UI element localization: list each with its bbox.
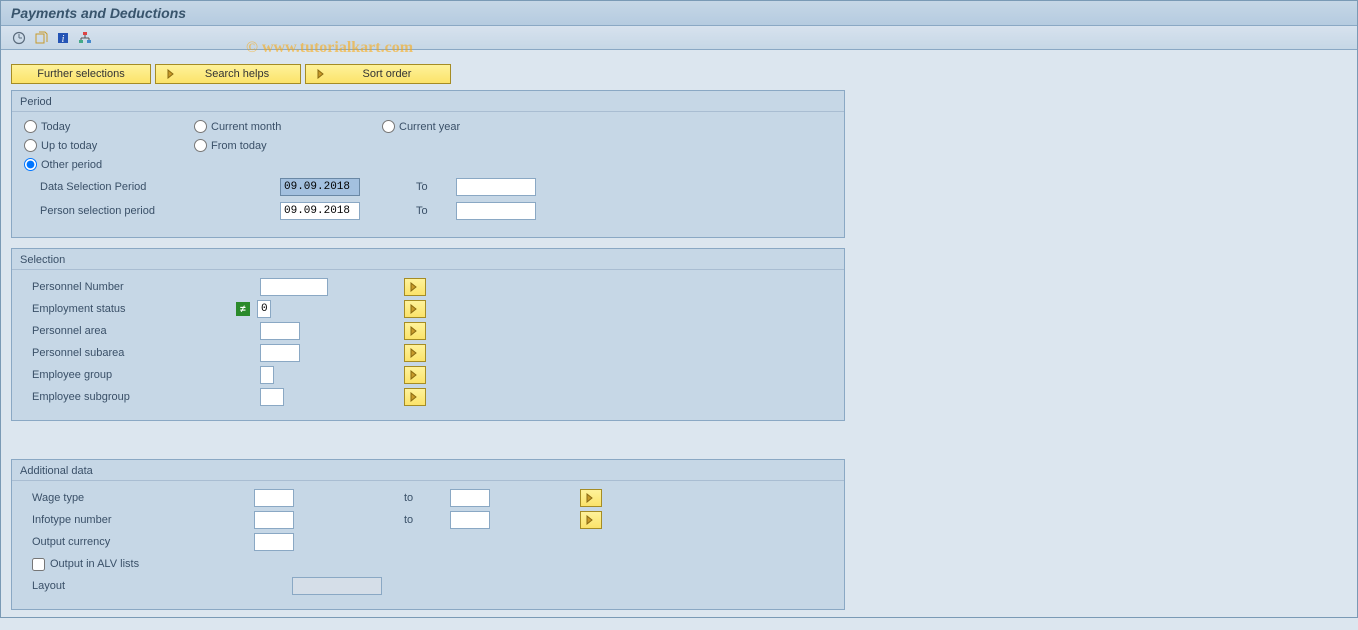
personnel-number-input[interactable] [260,278,328,296]
title-bar: Payments and Deductions [1,1,1357,26]
to-label: to [404,514,450,526]
app-toolbar: i [1,26,1357,50]
personnel-area-input[interactable] [260,322,300,340]
search-helps-button[interactable]: Search helps [155,64,301,84]
wage-type-to-input[interactable] [450,489,490,507]
employee-subgroup-label: Employee subgroup [24,391,236,403]
org-structure-icon[interactable] [77,30,93,46]
data-selection-period-label: Data Selection Period [24,181,244,193]
employee-group-multi-button[interactable] [404,366,426,384]
radio-current-year[interactable]: Current year [382,120,532,133]
personnel-area-multi-button[interactable] [404,322,426,340]
data-selection-to-input[interactable] [456,178,536,196]
data-selection-from-input[interactable] [280,178,360,196]
info-icon[interactable]: i [55,30,71,46]
selection-buttons: Further selections Search helps Sort ord… [11,64,1347,84]
radio-current-month[interactable]: Current month [194,120,382,133]
infotype-multi-button[interactable] [580,511,602,529]
person-selection-from-input[interactable] [280,202,360,220]
selection-group: Selection Personnel Number Employment st… [11,248,845,421]
selection-legend: Selection [12,251,844,270]
employment-status-input[interactable] [257,300,271,318]
further-selections-label: Further selections [37,68,124,80]
period-legend: Period [12,93,844,112]
wage-type-multi-button[interactable] [580,489,602,507]
additional-data-group: Additional data Wage type to Infotype nu… [11,459,845,610]
to-label: To [416,205,456,217]
radio-from-today[interactable]: From today [194,139,382,152]
infotype-from-input[interactable] [254,511,294,529]
employee-group-label: Employee group [24,369,236,381]
radio-today[interactable]: Today [24,120,194,133]
layout-input [292,577,382,595]
employee-subgroup-multi-button[interactable] [404,388,426,406]
wage-type-label: Wage type [24,492,254,504]
page-title: Payments and Deductions [11,5,1347,21]
period-group: Period Today Current month Current year … [11,90,845,238]
to-label: To [416,181,456,193]
arrow-right-icon [166,68,178,80]
sort-order-button[interactable]: Sort order [305,64,451,84]
search-helps-label: Search helps [184,68,290,80]
infotype-to-input[interactable] [450,511,490,529]
output-currency-input[interactable] [254,533,294,551]
personnel-subarea-multi-button[interactable] [404,344,426,362]
content-area: Further selections Search helps Sort ord… [1,50,1357,630]
to-label: to [404,492,450,504]
employee-group-input[interactable] [260,366,274,384]
employee-subgroup-input[interactable] [260,388,284,406]
personnel-number-multi-button[interactable] [404,278,426,296]
further-selections-button[interactable]: Further selections [11,64,151,84]
person-selection-period-label: Person selection period [24,205,244,217]
not-equal-icon[interactable]: ≠ [236,302,250,316]
personnel-number-label: Personnel Number [24,281,236,293]
layout-label: Layout [24,580,254,592]
radio-up-to-today[interactable]: Up to today [24,139,194,152]
personnel-subarea-input[interactable] [260,344,300,362]
personnel-area-label: Personnel area [24,325,236,337]
get-variant-icon[interactable] [33,30,49,46]
employment-status-label: Employment status [24,303,236,315]
svg-text:i: i [62,34,65,45]
personnel-subarea-label: Personnel subarea [24,347,236,359]
person-selection-to-input[interactable] [456,202,536,220]
sort-order-label: Sort order [334,68,440,80]
output-alv-checkbox[interactable]: Output in ALV lists [24,558,139,571]
radio-other-period[interactable]: Other period [24,158,194,171]
employment-status-multi-button[interactable] [404,300,426,318]
additional-legend: Additional data [12,462,844,481]
output-alv-label: Output in ALV lists [50,558,139,570]
arrow-right-icon [316,68,328,80]
infotype-number-label: Infotype number [24,514,254,526]
output-currency-label: Output currency [24,536,254,548]
wage-type-from-input[interactable] [254,489,294,507]
execute-icon[interactable] [11,30,27,46]
